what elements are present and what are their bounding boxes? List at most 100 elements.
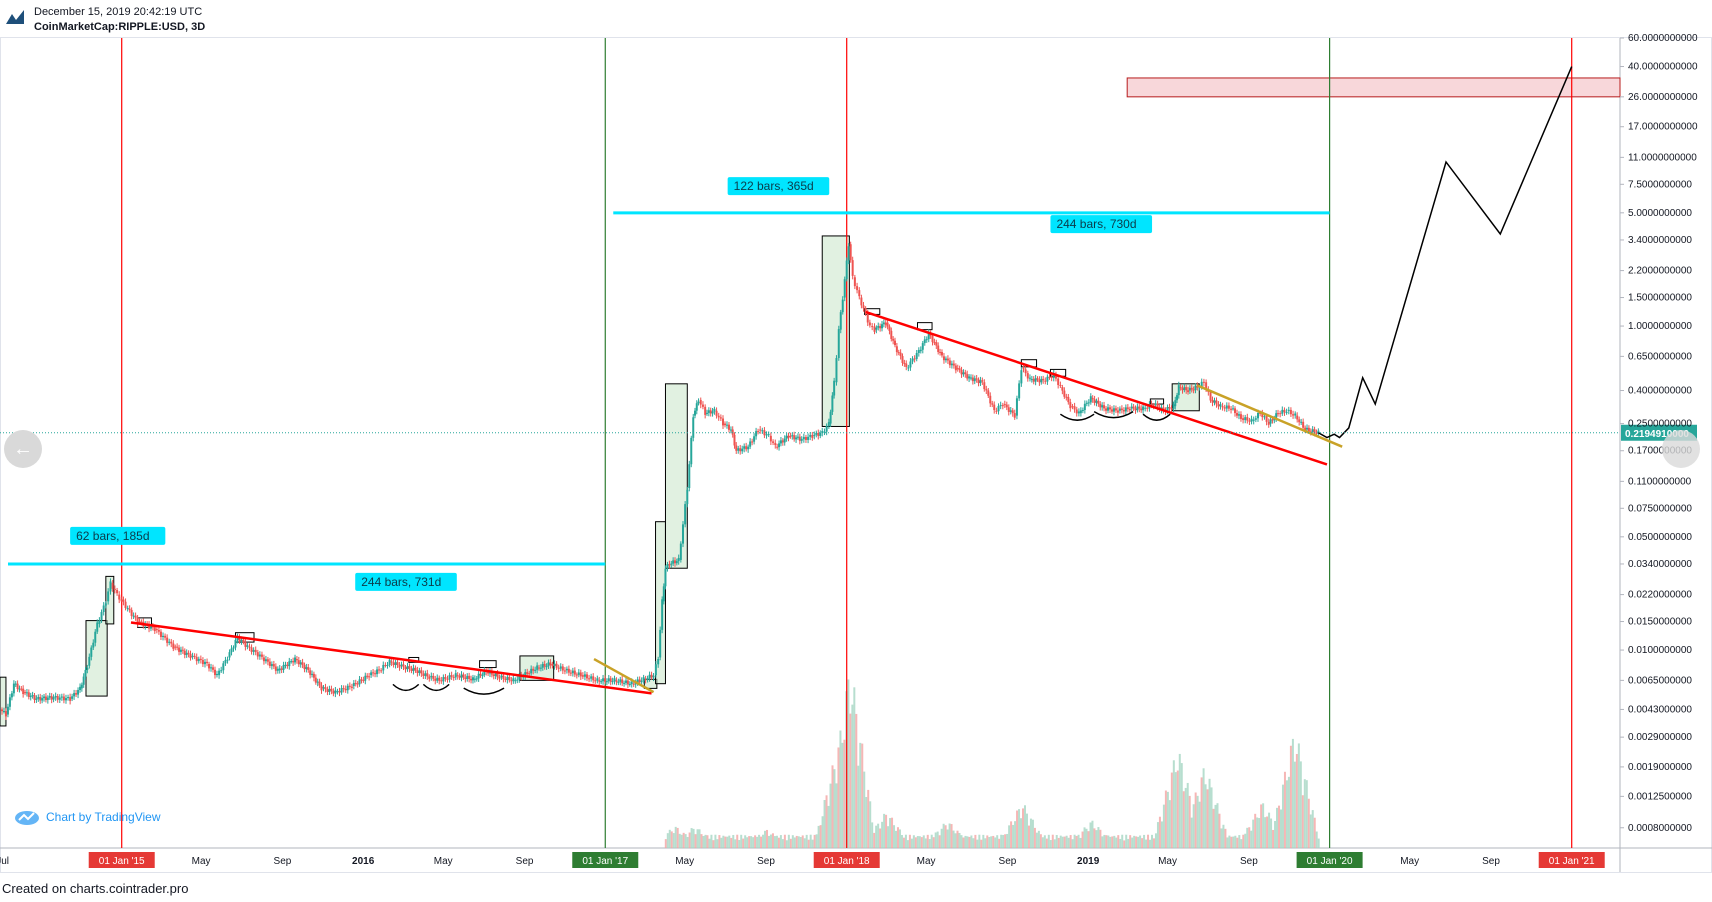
x-tick-badge [88,852,155,868]
candle [937,342,940,355]
candle [755,427,758,440]
volume-bar [1055,834,1058,848]
candle-body [1018,383,1021,399]
candle-body [342,688,345,690]
volume-bar [900,835,903,848]
candle-body [1267,421,1270,425]
tradingview-logo-icon [6,10,24,29]
volume-bar [825,795,828,848]
candle [18,685,21,693]
candle [1168,403,1171,412]
volume-bar [1254,813,1257,848]
candle [33,692,36,704]
candle [1317,428,1320,437]
candle [692,413,695,442]
candle [274,663,277,675]
volume-bar [1097,827,1100,848]
candle-body [613,678,616,682]
candle-body [1128,408,1131,411]
candle [664,565,667,590]
candle-body [1221,406,1224,408]
candle-body [888,326,891,331]
candle-body [1140,408,1143,411]
candle [193,653,196,660]
volume-bar [799,837,802,848]
volume-bar [984,838,987,848]
candle-body [410,668,413,671]
x-tick-label: Sep [274,856,292,867]
candle [473,675,476,683]
volume-bar [1107,835,1110,848]
volume-bar [998,838,1001,848]
candle [567,665,570,676]
candle-body [733,434,736,446]
candle-body [577,672,580,675]
y-tick-label: 0.1100000000 [1628,476,1692,487]
candle-body [989,395,992,404]
candle-body [206,661,209,664]
volume-bar [1315,831,1318,848]
candle-body [299,662,302,665]
volume-bar [1224,828,1227,848]
candle [787,432,790,442]
candle-body [1079,410,1082,414]
candle-body [743,446,746,449]
candle-body [541,663,544,668]
candle-body [256,652,259,657]
candle [354,679,357,687]
candle-body [722,418,725,426]
volume-bar [748,836,751,848]
candle-body [148,624,151,629]
volume-bar [895,830,898,848]
candle-body [471,677,474,681]
candle-body [1252,419,1255,421]
candle-body [739,448,742,452]
candle-body [1269,419,1272,424]
candle [681,521,684,548]
candle [942,352,945,364]
candle [735,442,738,454]
candle [1190,384,1193,393]
volume-bar [978,834,981,848]
volume-bar [962,837,965,848]
candle-body [1296,415,1299,420]
volume-bar [1158,816,1161,848]
candle [1130,403,1133,412]
arrow-right-icon[interactable] [1662,430,1700,468]
candle [573,667,576,678]
candle-body [1166,407,1169,412]
candle [1093,395,1096,406]
candle [862,301,865,312]
tradingview-badge[interactable]: Chart by TradingView [14,808,161,826]
volume-bar [1057,837,1060,848]
candle-body [793,435,796,440]
candle [39,693,42,704]
y-tick-label: 1.5000000000 [1628,293,1692,304]
candle [1248,417,1251,426]
candle [765,431,768,439]
candle [22,685,25,698]
candle-body [753,436,756,442]
candle [1296,412,1299,423]
arrow-left-icon[interactable]: ← [4,430,42,468]
volume-bar [1285,780,1288,848]
candle [174,644,177,651]
candle-body [418,670,421,673]
candle-body [408,666,411,669]
candle-body [1095,400,1098,403]
x-tick-label: 2019 [1077,856,1100,867]
candle [1048,373,1051,380]
candle [701,401,704,410]
candle-body [201,660,204,665]
candle [41,694,44,704]
candle-body [821,431,824,433]
volume-bar [1168,800,1171,848]
candle-body [1038,379,1041,383]
candle [1097,397,1100,407]
candle [162,632,165,641]
candle-body [561,666,564,671]
volume-bar [664,839,667,848]
candle-body [543,663,546,667]
candle-body [1046,376,1049,382]
candle [1089,393,1092,405]
